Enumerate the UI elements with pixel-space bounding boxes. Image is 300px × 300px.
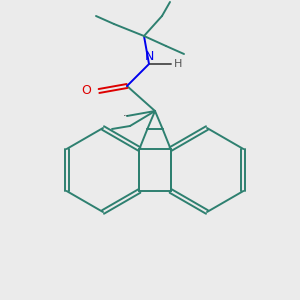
Text: O: O	[81, 85, 91, 98]
Text: N: N	[144, 50, 154, 63]
Text: H: H	[174, 59, 182, 69]
Text: methyl: methyl	[124, 115, 129, 116]
